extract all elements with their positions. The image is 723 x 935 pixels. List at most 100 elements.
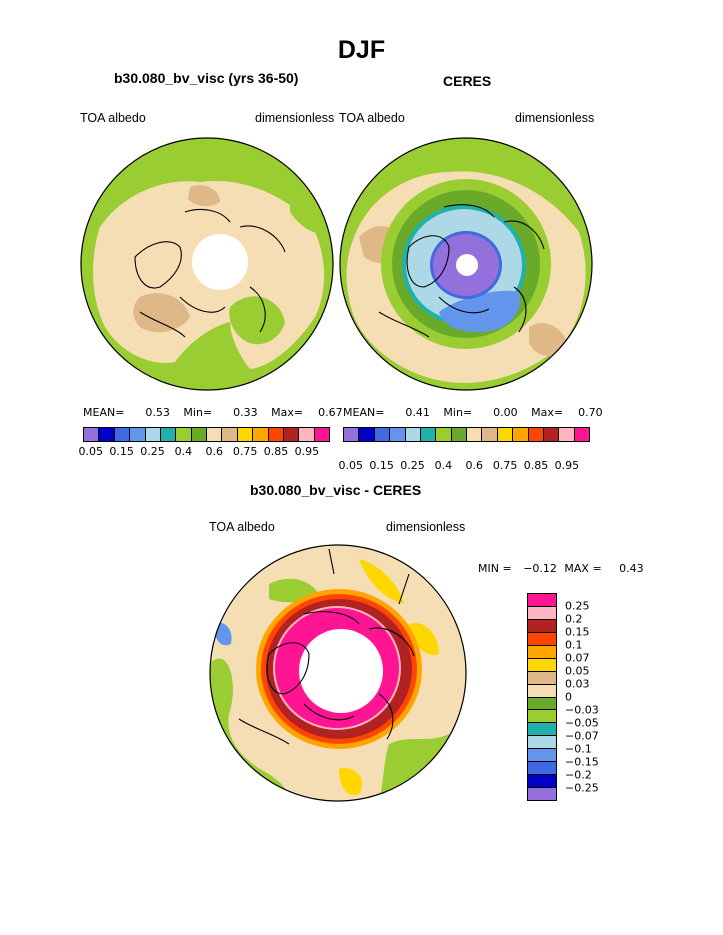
colorbar-tick-label: 0.95 (294, 445, 320, 458)
panel-2-variable-label: TOA albedo (339, 111, 405, 125)
colorbar-level-label: 0.25 (565, 599, 590, 613)
colorbar-swatch (145, 428, 161, 441)
max-label: Max= (271, 406, 304, 419)
colorbar-swatch (237, 428, 254, 441)
model-polar-map (80, 137, 334, 391)
mean-label: MEAN= (83, 406, 125, 419)
green-region (290, 196, 328, 234)
colorbar-level-label: −0.05 (565, 716, 599, 730)
colorbar-swatch (528, 428, 544, 441)
min-label: MIN = (478, 562, 512, 575)
colorbar-swatch (528, 619, 556, 633)
colorbar-swatch (528, 645, 556, 659)
pole-hole (299, 629, 383, 713)
colorbar-swatch (268, 428, 284, 441)
diff-colorbar (527, 593, 557, 801)
colorbar-swatch (114, 428, 131, 441)
colorbar-swatch (513, 428, 529, 441)
colorbar-swatch (497, 428, 514, 441)
max-label: MAX = (564, 562, 602, 575)
colorbar-tick-label: 0.75 (492, 459, 518, 472)
max-label: Max= (531, 406, 564, 419)
colorbar-level-label: −0.2 (565, 768, 592, 782)
mean-value: 0.41 (405, 406, 430, 419)
colorbar-tick-label: 0.4 (174, 445, 193, 458)
colorbar-level-label: −0.15 (565, 755, 599, 769)
min-value: −0.12 (523, 562, 557, 575)
colorbar-swatch (344, 428, 360, 441)
positive-region (409, 623, 439, 655)
panel-1-units-label: dimensionless (255, 111, 335, 125)
positive-region (359, 559, 404, 604)
colorbar-tick-label: 0.6 (465, 459, 483, 472)
colorbar-level-label: 0.07 (565, 651, 590, 665)
colorbar-swatch (253, 428, 269, 441)
colorbar-level-label: −0.1 (565, 742, 592, 756)
mean-value: 0.53 (145, 406, 170, 419)
colorbar-tick-label: 0.25 (400, 459, 425, 472)
min-value: 0.00 (493, 406, 518, 419)
pole-hole (192, 234, 248, 290)
colorbar-swatch (528, 736, 556, 750)
colorbar-tick-label: 0.95 (554, 459, 580, 472)
colorbar-level-label: 0.03 (565, 677, 590, 691)
colorbar-swatch (99, 428, 115, 441)
pole-hole (456, 254, 478, 276)
positive-region (339, 768, 363, 796)
diff-units-label: dimensionless (386, 520, 466, 534)
colorbar-tick-label: 0.85 (523, 459, 549, 472)
panel-2-units-label: dimensionless (515, 111, 595, 125)
colorbar-swatch (405, 428, 421, 441)
panel-2-colorbar (343, 427, 590, 442)
colorbar-level-label: 0.1 (565, 638, 583, 652)
colorbar-tick-label: 0.85 (263, 445, 289, 458)
colorbar-swatch (574, 428, 589, 441)
colorbar-tick-label: 0.05 (78, 445, 103, 458)
colorbar-swatch (283, 428, 300, 441)
blue-zone (439, 290, 520, 332)
colorbar-swatch (528, 762, 556, 776)
colorbar-swatch (436, 428, 452, 441)
colorbar-level-label: −0.25 (565, 781, 599, 795)
colorbar-swatch (420, 428, 437, 441)
colorbar-swatch (482, 428, 498, 441)
negative-region (379, 734, 453, 801)
ceres-polar-map (339, 137, 593, 391)
panel-1-stats: MEAN= 0.53 Min= 0.33 Max= 0.67 (83, 406, 343, 419)
coastlines (134, 208, 286, 338)
colorbar-level-label: 0.15 (565, 625, 590, 639)
colorbar-swatch (528, 658, 556, 672)
colorbar-swatch (314, 428, 329, 441)
colorbar-tick-label: 0.15 (109, 445, 134, 458)
colorbar-tick-label: 0.6 (205, 445, 223, 458)
coastlines (378, 204, 545, 338)
tan-region (188, 185, 220, 207)
colorbar-swatch (160, 428, 177, 441)
colorbar-swatch (528, 723, 556, 737)
diff-stats: MIN = −0.12 MAX = 0.43 (478, 562, 644, 575)
green-region (229, 296, 285, 345)
colorbar-swatch (528, 749, 556, 763)
panel-1-title: b30.080_bv_visc (yrs 36-50) (114, 70, 299, 86)
colorbar-swatch (390, 428, 406, 441)
colorbar-swatch (222, 428, 238, 441)
panel-1-variable-label: TOA albedo (80, 111, 146, 125)
colorbar-tick-label: 0.05 (338, 459, 363, 472)
panel-2-stats: MEAN= 0.41 Min= 0.00 Max= 0.70 (343, 406, 603, 419)
colorbar-swatch (528, 775, 556, 789)
colorbar-swatch (543, 428, 560, 441)
colorbar-swatch (528, 671, 556, 685)
min-label: Min= (443, 406, 473, 419)
colorbar-swatch (191, 428, 207, 441)
colorbar-swatch (528, 788, 556, 800)
colorbar-level-label: 0 (565, 690, 572, 704)
diff-colorbar-labels: 0.25 0.2 0.15 0.1 0.07 0.05 0.03 0 −0.03 −0.05 −0.… (565, 593, 625, 801)
panel-1-colorbar-ticks: 0.05 0.15 0.25 0.4 0.6 0.75 0.85 0.95 (78, 445, 330, 459)
colorbar-level-label: −0.07 (565, 729, 599, 743)
mean-label: MEAN= (343, 406, 385, 419)
tan-region (133, 293, 190, 333)
colorbar-tick-label: 0.25 (140, 445, 165, 458)
colorbar-swatch (130, 428, 146, 441)
colorbar-swatch (374, 428, 391, 441)
colorbar-swatch (528, 632, 556, 646)
